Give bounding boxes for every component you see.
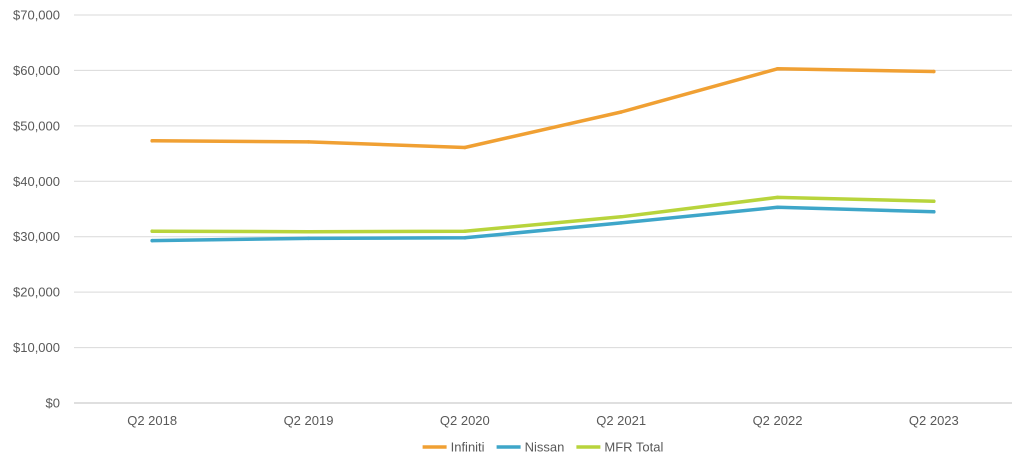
data-point-nissan [619, 221, 623, 225]
y-tick-label: $70,000 [13, 8, 60, 23]
data-point-mfr-total [306, 229, 311, 234]
data-point-nissan [932, 210, 936, 214]
data-point-infiniti [306, 140, 311, 144]
data-point-nissan [463, 236, 467, 240]
data-point-mfr-total [463, 229, 467, 233]
gridlines [74, 14, 1012, 349]
y-tick-label: $40,000 [13, 174, 60, 189]
y-tick-label: $60,000 [13, 63, 60, 78]
y-tick-label: $0 [46, 396, 60, 411]
data-point-nissan [306, 236, 311, 241]
y-axis: $0 $10,000 $20,000 $30,000 $40,000 $50,000 $60… [13, 8, 60, 411]
x-tick-label: Q2 2023 [909, 413, 959, 428]
y-tick-label: $10,000 [13, 340, 60, 355]
legend-item: Infiniti [422, 440, 485, 455]
y-tick-label: $20,000 [13, 285, 60, 300]
series-line-mfr-total [150, 195, 936, 234]
y-tick-label: $30,000 [13, 229, 60, 244]
legend-item: MFR Total [576, 440, 664, 455]
data-point-mfr-total [619, 215, 623, 219]
legend-item: Nissan [496, 440, 565, 455]
data-point-infiniti [775, 67, 780, 71]
legend-label: Infiniti [451, 440, 485, 455]
data-point-infiniti [463, 145, 467, 150]
x-tick-label: Q2 2019 [284, 413, 334, 428]
x-tick-label: Q2 2018 [127, 413, 177, 428]
data-point-nissan [775, 205, 780, 210]
x-tick-label: Q2 2021 [596, 413, 646, 428]
plot-area [150, 67, 936, 243]
data-point-nissan [150, 238, 154, 243]
data-point-infiniti [932, 69, 936, 74]
data-point-mfr-total [932, 199, 936, 203]
legend-label: Nissan [525, 440, 565, 455]
x-tick-label: Q2 2022 [753, 413, 803, 428]
x-axis: Q2 2018 Q2 2019 Q2 2020 Q2 2021 Q2 2022 Q2 20… [74, 402, 1012, 428]
data-point-mfr-total [150, 229, 154, 233]
legend: Infiniti Nissan MFR Total [422, 440, 664, 455]
series-line-nissan [150, 205, 936, 243]
data-point-mfr-total [775, 195, 780, 200]
data-point-infiniti [619, 110, 623, 114]
y-tick-label: $50,000 [13, 118, 60, 133]
legend-label: MFR Total [604, 440, 663, 455]
x-tick-label: Q2 2020 [440, 413, 490, 428]
data-point-infiniti [150, 139, 154, 143]
series-line-infiniti [150, 67, 936, 150]
